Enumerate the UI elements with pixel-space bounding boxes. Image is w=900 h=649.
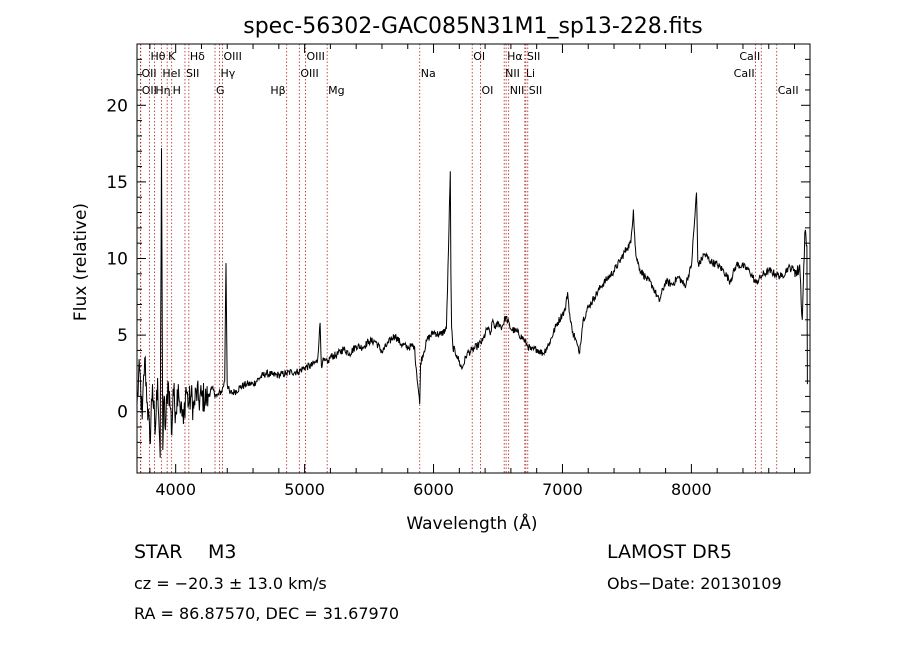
spectrum-line <box>136 148 808 458</box>
line-marker-label-25: NII <box>510 84 525 97</box>
axis-ticks: 4000 5000 6000 7000 8000 0 5 10 15 20 <box>106 44 810 499</box>
survey-name: LAMOST DR5 <box>607 541 732 563</box>
line-marker-label-3: OIII <box>223 50 241 63</box>
y-tick-label-0: 0 <box>117 403 128 423</box>
line-marker-label-17: CaII <box>734 67 755 80</box>
line-marker-label-8: CaII <box>739 50 760 63</box>
line-marker-label-14: Na <box>421 67 436 80</box>
line-marker-label-2: Hδ <box>190 50 205 63</box>
redshift-readout: cz = −20.3 ± 13.0 km/s <box>134 574 327 593</box>
line-marker-label-12: Hγ <box>221 67 236 80</box>
coordinates-readout: RA = 86.87570, DEC = 31.67970 <box>134 604 400 623</box>
line-marker-label-22: Hβ <box>270 84 285 97</box>
line-marker-label-20: H <box>173 84 181 97</box>
line-marker-label-15: NII <box>505 67 520 80</box>
x-tick-label-2: 6000 <box>413 480 454 499</box>
line-marker-label-5: OI <box>473 50 485 63</box>
x-tick-label-0: 4000 <box>155 480 196 499</box>
x-tick-label-3: 7000 <box>542 480 583 499</box>
y-tick-label-2: 10 <box>106 250 128 270</box>
y-tick-label-4: 20 <box>106 96 128 116</box>
line-marker-label-13: OIII <box>300 67 318 80</box>
line-marker-label-0: Hθ <box>151 50 166 63</box>
x-tick-label-4: 8000 <box>671 480 712 499</box>
y-tick-label-1: 5 <box>117 326 128 346</box>
y-tick-label-3: 15 <box>106 173 128 193</box>
line-marker-label-9: OII <box>141 67 156 80</box>
object-class: STAR <box>134 541 183 563</box>
line-marker-label-16: Li <box>526 67 535 80</box>
line-marker-label-7: SII <box>527 50 540 63</box>
chart-title: spec-56302-GAC085N31M1_sp13-228.fits <box>243 14 703 39</box>
object-subclass: M3 <box>208 541 237 563</box>
line-marker-label-11: SII <box>186 67 199 80</box>
plot-frame <box>136 43 811 474</box>
line-marker-label-24: OI <box>481 84 493 97</box>
y-axis-label: Flux (relative) <box>71 203 91 321</box>
line-marker-label-1: K <box>168 50 176 63</box>
line-marker-label-4: OIII <box>307 50 325 63</box>
line-marker-label-18: OII <box>142 84 157 97</box>
line-marker-label-21: G <box>216 84 225 97</box>
line-marker-label-6: Hα <box>507 50 523 63</box>
line-marker-label-23: Mg <box>328 84 344 97</box>
line-marker-label-26: SII <box>529 84 542 97</box>
x-axis-label: Wavelength (Å) <box>406 512 537 534</box>
line-marker-label-27: CaII <box>778 84 799 97</box>
x-tick-label-1: 5000 <box>284 480 325 499</box>
line-marker-label-19: Hη <box>155 84 170 97</box>
observation-date: Obs−Date: 20130109 <box>607 574 782 593</box>
